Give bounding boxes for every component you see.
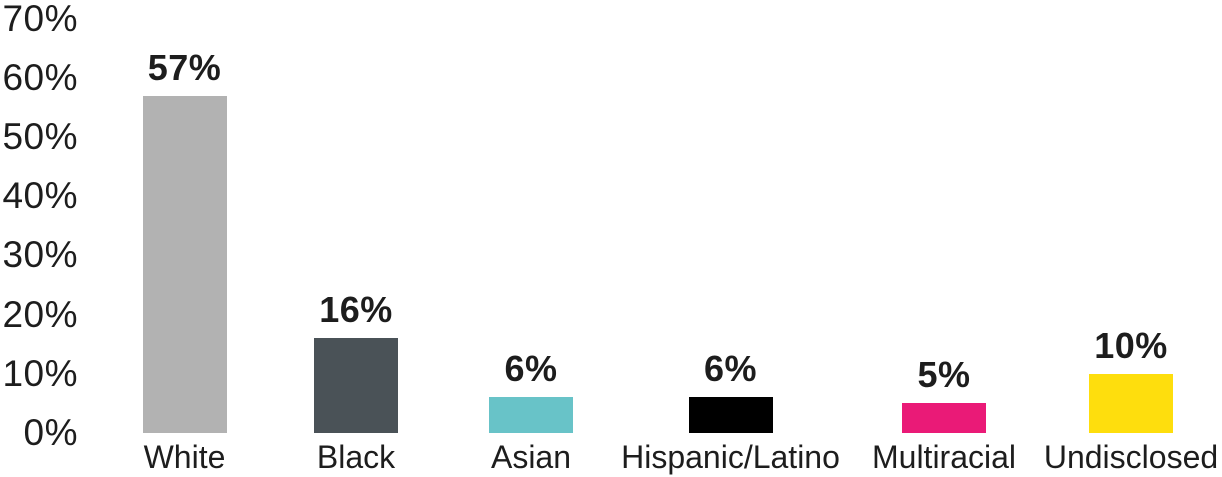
y-axis-tick-label: 50% — [2, 116, 78, 157]
y-axis-tick-label: 30% — [2, 234, 78, 276]
y-axis-tick-label: 60% — [2, 56, 78, 98]
x-axis-category-label: Black — [316, 439, 396, 475]
bar-black — [314, 338, 398, 433]
y-axis-tick-label: 0% — [23, 412, 78, 453]
x-axis-category-label: White — [143, 439, 226, 475]
bar-undisclosed — [1089, 373, 1173, 433]
y-axis-tick-label: 20% — [2, 293, 78, 335]
bar-white — [142, 95, 227, 433]
x-axis-category-label: Multiracial — [871, 439, 1017, 475]
bar-value-label: 6% — [504, 348, 558, 390]
y-axis-tick-label: 10% — [2, 352, 78, 394]
x-axis-category-label: Undisclosed — [1043, 439, 1219, 475]
bar-value-label: 16% — [319, 289, 393, 331]
bar-value-label: 5% — [917, 354, 971, 396]
bar-value-label: 6% — [703, 348, 758, 390]
bar-multiracial — [902, 403, 986, 433]
y-axis-tick-label: 40% — [2, 175, 78, 217]
bar-asian — [489, 397, 573, 433]
y-axis-tick-label: 70% — [2, 0, 78, 39]
bar-value-label: 57% — [147, 46, 222, 88]
x-axis-category-label: Hispanic/Latino — [621, 439, 840, 475]
bar-value-label: 10% — [1094, 324, 1168, 366]
x-axis-category-label: Asian — [490, 439, 572, 475]
bar-hispanic-latino — [688, 397, 773, 433]
